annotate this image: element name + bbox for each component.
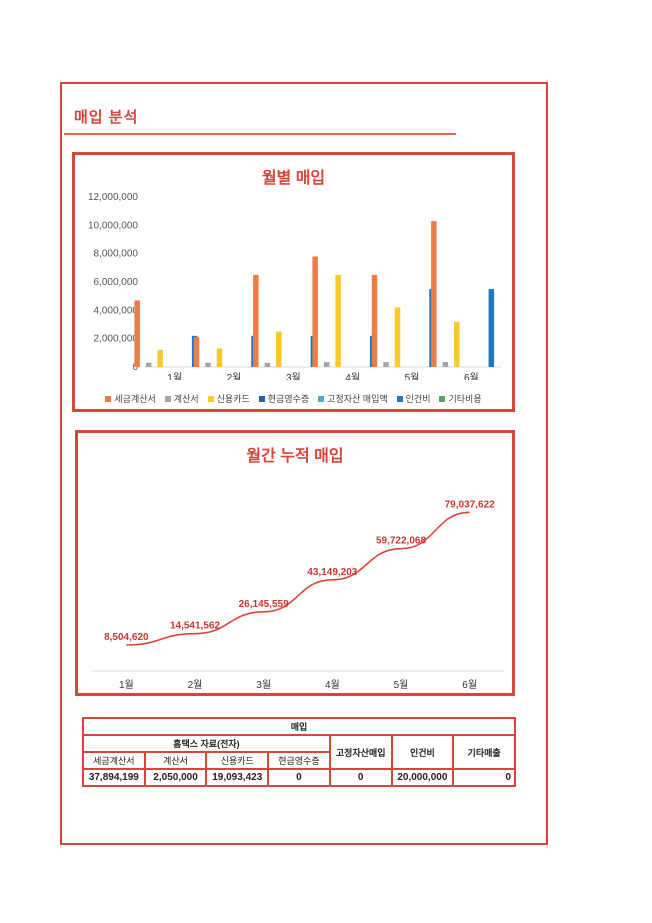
page-title: 매입 분석 [74, 109, 139, 126]
bar-2-3 [216, 348, 223, 367]
y-tick-label: 12,000,000 [88, 192, 138, 203]
bar-3-1 [253, 274, 259, 367]
legend-label: 세금계산서 [114, 394, 156, 404]
y-tick-label: 6,000,000 [94, 277, 139, 288]
x-tick-label: 5월 [394, 679, 409, 691]
value-labor: 20,000,000 [390, 768, 455, 787]
legend-item: 기타비용 [439, 392, 482, 405]
summary-header: 매입 [82, 717, 516, 736]
bar-4-1 [312, 256, 318, 367]
legend-label: 신용카드 [216, 394, 250, 404]
x-tick-label: 3월 [256, 679, 271, 691]
bar-1-1 [134, 300, 140, 367]
legend-item: 신용카드 [207, 392, 250, 405]
bar-4-3 [335, 274, 341, 367]
legend-swatch [258, 395, 265, 402]
legend-label: 계산서 [173, 394, 199, 404]
col-header-labor: 인건비 [390, 734, 455, 770]
bar-1-2 [145, 362, 152, 367]
legend-swatch [164, 395, 171, 402]
legend-label: 고정자산 매입액 [327, 394, 388, 404]
monthly-chart-legend: 세금계산서 계산서 신용카드 현금영수증 고정자산 매입액 인건비 기타비용 [75, 392, 512, 405]
page-frame [60, 82, 548, 845]
bar-4-2 [323, 362, 330, 367]
x-tick-label: 5월 [405, 372, 420, 380]
data-label: 59,722,068 [376, 536, 426, 547]
y-tick-label: 2,000,000 [94, 334, 139, 345]
monthly-chart-panel: 월별 매입 0 2,000,000 4,000,000 6,000,000 8,000,… [72, 152, 515, 412]
value-cash-receipt: 0 [267, 768, 331, 787]
legend-swatch [439, 395, 446, 402]
x-tick-label: 4월 [325, 679, 340, 691]
legend-label: 기타비용 [448, 394, 482, 404]
y-tick-label: 8,000,000 [94, 249, 139, 260]
col-header-credit-card: 신용카드 [205, 751, 270, 770]
col-header-invoice: 계산서 [143, 751, 208, 770]
y-tick-label: 0 [132, 362, 138, 373]
summary-table: 매입 홈택스 자료(전자) 고정자산매입 인건비 기타매출 세금계산서 계산서 … [82, 717, 516, 787]
legend-swatch [105, 395, 112, 402]
bar-2-1 [193, 337, 200, 367]
legend-item: 인건비 [396, 392, 431, 405]
data-label: 79,037,622 [445, 499, 495, 510]
legend-item: 세금계산서 [105, 392, 156, 405]
data-label: 8,504,620 [104, 632, 149, 643]
cumulative-line [126, 511, 470, 646]
cumulative-chart-panel: 월간 누적 매입 8,504,620 14,541,562 26,145,559 43… [75, 430, 515, 696]
col-header-cash-receipt: 현금영수증 [267, 751, 331, 770]
legend-label: 인건비 [405, 394, 431, 404]
cumulative-chart-title: 월간 누적 매입 [246, 448, 344, 465]
bar-5-3 [394, 307, 401, 367]
legend-item: 현금영수증 [258, 392, 310, 405]
bar-5-1 [371, 274, 378, 367]
value-invoice: 2,050,000 [143, 768, 208, 787]
value-credit-card: 19,093,423 [205, 768, 270, 787]
x-tick-label: 4월 [345, 372, 360, 380]
bar-5-2 [383, 362, 389, 367]
bar-6-6 [488, 289, 495, 367]
data-label: 14,541,562 [170, 621, 220, 632]
monthly-bar-chart: 0 2,000,000 4,000,000 6,000,000 8,000,000 10,… [88, 192, 501, 380]
legend-label: 현금영수증 [267, 394, 310, 404]
col-header-fixed-asset: 고정자산매입 [328, 734, 393, 770]
value-fixed-asset: 0 [328, 768, 393, 787]
x-tick-label: 2월 [188, 679, 203, 691]
bar-3-3 [276, 331, 282, 367]
bar-6-1 [431, 221, 437, 367]
legend-swatch [207, 395, 214, 402]
y-tick-label: 10,000,000 [88, 220, 138, 231]
bar-2-2 [205, 362, 211, 367]
x-tick-label: 3월 [286, 372, 301, 380]
legend-swatch [318, 395, 325, 402]
bar-6-2 [442, 362, 449, 367]
bar-1-3 [157, 350, 163, 367]
value-tax-invoice: 37,894,199 [82, 768, 146, 787]
legend-item: 고정자산 매입액 [318, 392, 388, 405]
bar-3-2 [264, 362, 271, 367]
y-tick-label: 4,000,000 [94, 305, 139, 316]
legend-item: 계산서 [164, 392, 199, 405]
col-header-other: 기타매출 [452, 734, 516, 770]
bar-6-3 [454, 321, 460, 367]
monthly-chart-title: 월별 매입 [261, 170, 326, 187]
hometax-header: 홈택스 자료(전자) [82, 734, 331, 753]
value-other: 0 [452, 768, 516, 787]
cumulative-line-chart: 8,504,620 14,541,562 26,145,559 43,149,203 5… [92, 499, 504, 691]
data-label: 43,149,203 [307, 567, 357, 578]
legend-swatch [396, 395, 403, 402]
x-tick-label: 6월 [464, 372, 479, 380]
x-tick-label: 1월 [167, 372, 182, 380]
x-tick-label: 6월 [462, 679, 477, 691]
x-tick-label: 1월 [119, 679, 134, 691]
col-header-tax-invoice: 세금계산서 [82, 751, 146, 770]
data-label: 26,145,559 [239, 599, 289, 610]
title-underline [64, 133, 456, 135]
x-tick-label: 2월 [227, 372, 242, 380]
